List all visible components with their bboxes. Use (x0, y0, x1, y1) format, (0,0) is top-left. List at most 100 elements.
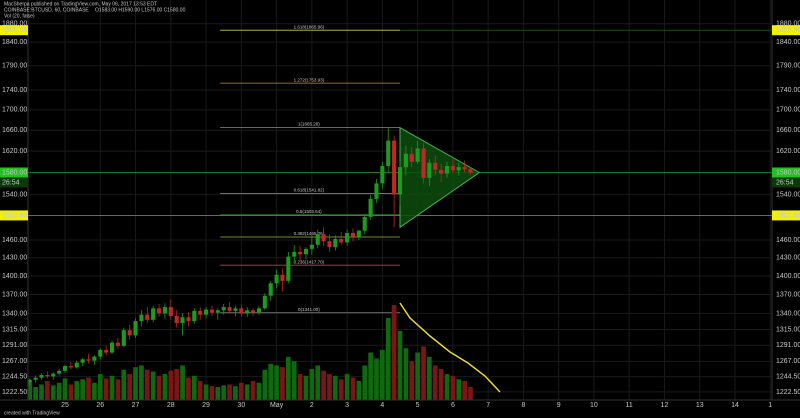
volume-bar (168, 370, 174, 400)
volume-bar (97, 374, 103, 400)
plot: 1.618(1865.96) 1.272(1753.93) 1(1665.28) 0.… (27, 24, 772, 400)
x-tick-label: 4 (380, 402, 384, 409)
volume-bar (133, 367, 138, 400)
volume-bar (274, 365, 279, 400)
volume-bar (409, 361, 415, 400)
volume-bar (297, 374, 303, 400)
x-tick-label: 1 (768, 402, 772, 409)
candle-body (198, 310, 203, 315)
candle-body (298, 251, 303, 255)
volume-bar (468, 387, 473, 400)
volume-bar (238, 382, 244, 400)
volume-bar (456, 379, 462, 400)
volume-bar (462, 381, 467, 400)
countdown-badge (772, 177, 800, 188)
fib-label: 0.618(1541.82) (294, 188, 325, 193)
candle-body (121, 330, 126, 346)
y-tick-label-right: 1880.00 (776, 21, 800, 28)
candle-body (192, 310, 197, 322)
y-tick-label: 1291.00 (2, 342, 27, 349)
candle-body (321, 234, 326, 242)
x-tick-label: 8 (521, 402, 525, 409)
price-badge (772, 210, 800, 221)
candle-body (444, 166, 450, 174)
volume-trend-line (399, 302, 501, 393)
y-tick-label: 1244.50 (2, 374, 27, 381)
candle-body (151, 308, 156, 320)
y-tick-label: 1700.00 (2, 107, 27, 114)
candle-body (62, 366, 68, 371)
volume-bar (315, 365, 321, 400)
candle-body (274, 274, 279, 284)
price-badge-label: 1502.64 (776, 212, 800, 219)
volume-bar (397, 330, 403, 400)
y-tick-label: 1660.00 (2, 127, 27, 134)
y-tick-label-right: 1700.00 (776, 107, 800, 114)
volume-bar (362, 365, 368, 400)
y-tick-label: 1267.00 (2, 358, 27, 365)
x-tick-label: 3 (345, 402, 349, 409)
x-tick-label: 26 (96, 402, 104, 409)
y-tick-label-right: 1315.00 (776, 326, 800, 333)
volume-bar (191, 375, 197, 400)
volume-bar (427, 356, 432, 400)
candle-body (439, 169, 444, 174)
candle-body (127, 330, 132, 336)
candle-body (86, 359, 91, 361)
x-tick-label: 11 (626, 402, 633, 409)
x-tick-label: 9 (557, 402, 561, 409)
volume-bar (39, 384, 44, 400)
candle-body (427, 162, 432, 178)
y-tick-label-right: 1620.00 (776, 148, 800, 155)
y-tick-label: 1880.00 (2, 21, 27, 28)
price-badge (772, 167, 800, 178)
y-tick-label: 1430.00 (2, 255, 27, 262)
volume-bar (432, 365, 438, 400)
y-tick-label: 1370.00 (2, 291, 27, 298)
volume-bar (368, 352, 373, 400)
candle-body (168, 307, 173, 316)
candle-body (80, 359, 85, 363)
volume-bar (127, 374, 133, 400)
candle-body (392, 140, 397, 195)
x-tick-label: 12 (661, 402, 669, 409)
volume-bar (280, 367, 285, 400)
price-badge (772, 25, 800, 36)
candle-body (456, 167, 461, 171)
volume-bar (203, 384, 209, 400)
volume-bar (391, 305, 397, 400)
candle-body (315, 234, 320, 245)
candle-body (339, 238, 344, 243)
volume-bar (262, 369, 268, 400)
volume-bar (415, 352, 420, 400)
volume-bar (344, 374, 350, 400)
volume-bar (150, 371, 156, 400)
volume-title: Vol (20, false) (4, 13, 35, 19)
volume-bar (162, 374, 168, 400)
y-tick-label: 1222.50 (2, 389, 27, 396)
volume-bar (450, 375, 456, 400)
x-tick-label: 13 (696, 402, 704, 409)
candle-body (415, 148, 420, 162)
volume-bar (338, 379, 344, 400)
countdown: 26:54 (2, 179, 20, 186)
candle-body (303, 248, 309, 255)
volume-bar (186, 377, 191, 400)
candle-body (468, 169, 473, 173)
fib-label: 0.382(1465.26) (294, 231, 325, 236)
candle-body (256, 308, 262, 313)
volume-bar (174, 368, 180, 400)
volume-bar (221, 385, 227, 400)
candle-body (386, 140, 391, 167)
fib-label: 0(1341.00) (298, 307, 320, 312)
volume-bar (50, 385, 56, 400)
candle-body (74, 362, 79, 368)
price-badge-label: 1865.96 (2, 27, 27, 34)
volume-bar (421, 346, 426, 400)
volume-bar (80, 379, 86, 400)
candle-body (362, 216, 367, 231)
fib-label: 0.5(1503.64) (296, 209, 322, 214)
candle-body (221, 307, 226, 311)
volume-bar (139, 365, 144, 400)
volume-bar (244, 384, 250, 400)
